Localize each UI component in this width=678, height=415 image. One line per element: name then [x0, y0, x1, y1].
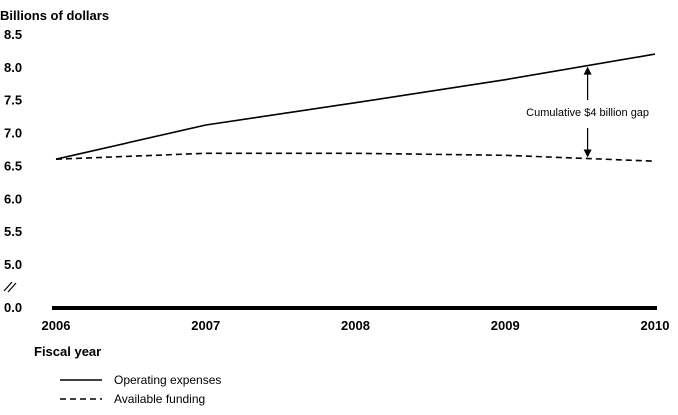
x-tick-label: 2008: [341, 318, 370, 333]
arrowhead-down-icon: [583, 149, 592, 158]
y-tick-label: 0.0: [4, 300, 22, 315]
x-axis-ticks: 2006 2007 2008 2009 2010: [42, 318, 670, 333]
y-tick-label: 6.5: [4, 158, 22, 173]
x-tick-label: 2006: [42, 318, 71, 333]
axis-break-mark: [7, 282, 17, 293]
y-tick-label: 5.5: [4, 224, 22, 239]
y-tick-label: 8.5: [4, 27, 22, 42]
legend-label: Available funding: [114, 392, 205, 406]
series-line-available-funding: [55, 152, 656, 162]
series-line-operating-expenses: [55, 53, 656, 160]
x-axis-label: Fiscal year: [34, 344, 101, 359]
y-axis-ticks: 0.0 5.0 5.5 6.0 6.5 7.0 7.5 8.0 8.5: [4, 27, 22, 315]
legend: Operating expenses Available funding: [60, 373, 221, 406]
y-tick-label: 7.5: [4, 93, 22, 108]
x-tick-label: 2007: [191, 318, 220, 333]
axis-break-icon: [3, 281, 17, 293]
series-lines: [55, 53, 656, 162]
x-tick-label: 2010: [641, 318, 670, 333]
y-tick-label: 5.0: [4, 257, 22, 272]
y-tick-label: 8.0: [4, 60, 22, 75]
y-tick-label: 6.0: [4, 191, 22, 206]
x-tick-label: 2009: [491, 318, 520, 333]
legend-label: Operating expenses: [114, 373, 221, 387]
arrowhead-up-icon: [583, 66, 592, 75]
annotation-text: Cumulative $4 billion gap: [526, 107, 649, 119]
axis-break-mark: [3, 281, 13, 292]
y-tick-label: 7.0: [4, 126, 22, 141]
gap-annotation: Cumulative $4 billion gap: [526, 66, 649, 158]
y-axis-label: Billions of dollars: [0, 8, 109, 23]
